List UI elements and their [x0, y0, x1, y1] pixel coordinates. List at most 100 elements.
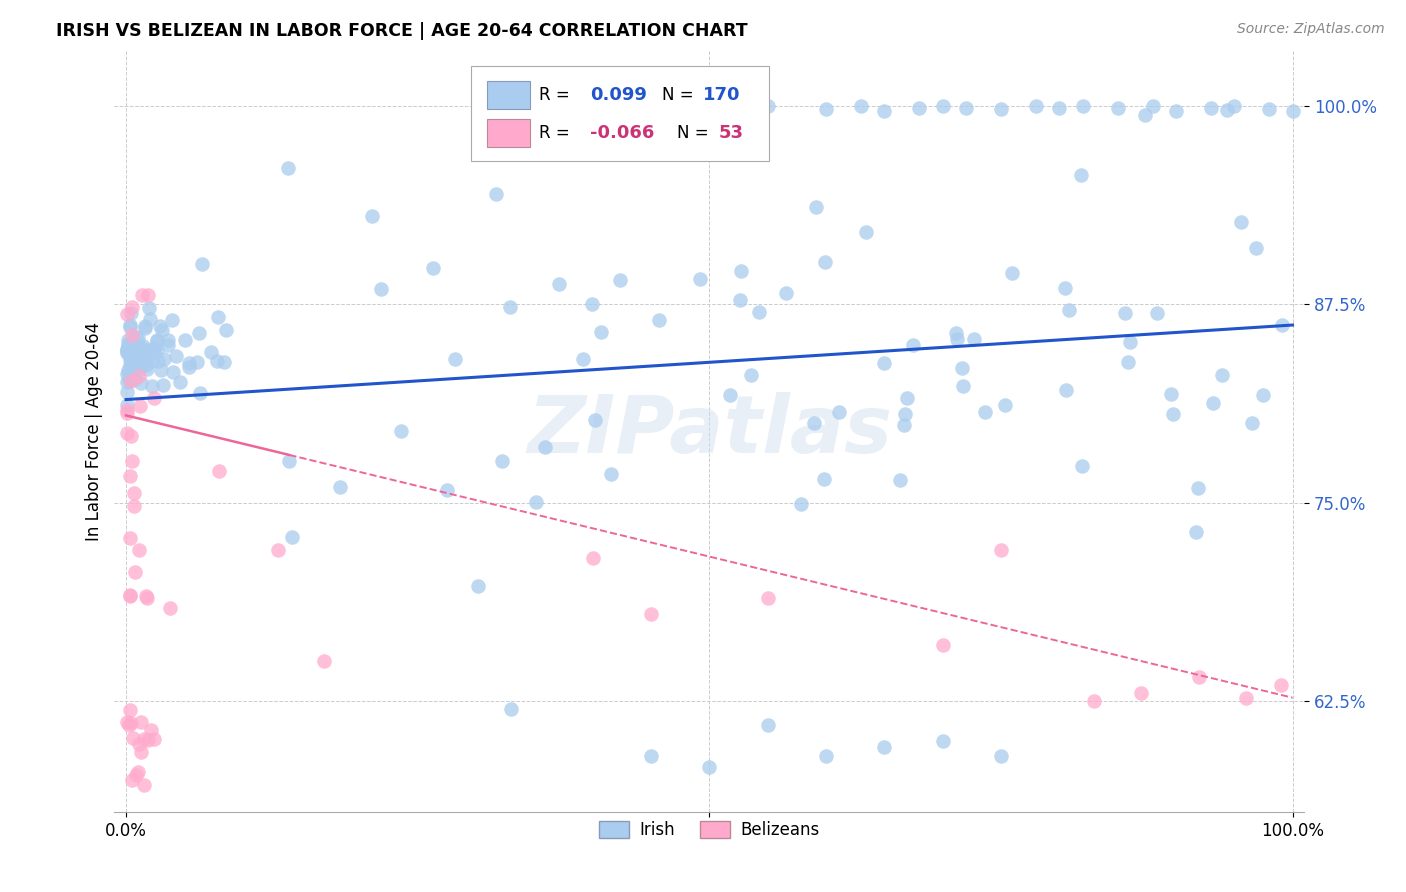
- Point: [122, 368, 145, 383]
- Point: [640, 749, 662, 764]
- Point: [534, 440, 557, 454]
- Point: [990, 103, 1012, 117]
- Point: [484, 186, 506, 201]
- Point: [1025, 99, 1047, 113]
- Point: [121, 731, 143, 746]
- Point: [136, 733, 159, 747]
- Point: [1281, 103, 1303, 118]
- Point: [370, 282, 392, 296]
- Point: [131, 349, 153, 363]
- Point: [122, 361, 145, 376]
- Point: [139, 312, 162, 326]
- Point: [804, 200, 827, 214]
- Point: [1118, 334, 1140, 349]
- Text: -0.066: -0.066: [591, 124, 655, 142]
- Point: [138, 301, 160, 316]
- Point: [132, 778, 155, 792]
- Point: [120, 342, 142, 356]
- Point: [1161, 408, 1184, 422]
- Point: [1164, 103, 1187, 118]
- Point: [121, 300, 143, 314]
- Point: [152, 377, 174, 392]
- Point: [120, 703, 142, 717]
- Point: [146, 343, 169, 358]
- Point: [115, 425, 138, 440]
- Point: [1230, 215, 1253, 229]
- Text: 170: 170: [703, 86, 741, 103]
- Point: [141, 354, 163, 368]
- Point: [121, 327, 143, 342]
- Point: [159, 600, 181, 615]
- Point: [1187, 481, 1209, 495]
- Point: [150, 323, 173, 337]
- Point: [443, 352, 465, 367]
- Text: ZIPatlas: ZIPatlas: [527, 392, 891, 470]
- Point: [131, 288, 153, 302]
- Point: [117, 363, 139, 377]
- Point: [118, 588, 141, 602]
- Point: [190, 257, 212, 271]
- Point: [849, 99, 872, 113]
- Point: [135, 348, 157, 362]
- Point: [491, 454, 513, 468]
- Point: [931, 99, 953, 113]
- Point: [162, 366, 184, 380]
- Point: [120, 306, 142, 320]
- Point: [1142, 99, 1164, 113]
- Point: [208, 464, 231, 478]
- Point: [422, 260, 444, 275]
- Point: [730, 264, 752, 278]
- Point: [1054, 280, 1077, 294]
- Point: [128, 339, 150, 353]
- Point: [122, 351, 145, 366]
- Point: [600, 467, 623, 482]
- Point: [115, 308, 138, 322]
- Text: 53: 53: [718, 124, 744, 142]
- Point: [329, 480, 352, 494]
- Point: [1211, 368, 1233, 382]
- Point: [121, 773, 143, 788]
- Point: [361, 209, 384, 223]
- Point: [117, 337, 139, 351]
- Point: [803, 416, 825, 430]
- Point: [1241, 416, 1264, 430]
- Point: [122, 363, 145, 377]
- Point: [648, 312, 671, 326]
- Point: [1070, 168, 1092, 182]
- Point: [200, 345, 222, 359]
- Point: [131, 358, 153, 372]
- Point: [946, 332, 969, 346]
- Point: [1057, 303, 1080, 318]
- Point: [1071, 458, 1094, 473]
- Text: R =: R =: [538, 124, 569, 142]
- Point: [962, 332, 984, 346]
- Point: [689, 272, 711, 286]
- Point: [134, 343, 156, 357]
- Point: [127, 344, 149, 359]
- Point: [931, 639, 953, 653]
- Point: [122, 486, 145, 500]
- Point: [950, 360, 973, 375]
- Point: [207, 310, 229, 324]
- Point: [814, 103, 837, 117]
- Point: [129, 714, 152, 729]
- Point: [121, 358, 143, 372]
- Point: [118, 589, 141, 603]
- Point: [277, 161, 299, 176]
- Text: 0.099: 0.099: [591, 86, 647, 103]
- Point: [120, 356, 142, 370]
- Point: [571, 351, 593, 366]
- Point: [143, 732, 166, 747]
- Text: R =: R =: [538, 86, 569, 103]
- Point: [166, 349, 188, 363]
- Point: [775, 285, 797, 300]
- Text: IRISH VS BELIZEAN IN LABOR FORCE | AGE 20-64 CORRELATION CHART: IRISH VS BELIZEAN IN LABOR FORCE | AGE 2…: [56, 22, 748, 40]
- Point: [1223, 99, 1246, 113]
- Point: [945, 326, 967, 340]
- Point: [990, 543, 1012, 558]
- Point: [160, 312, 183, 326]
- Point: [581, 297, 603, 311]
- Point: [120, 370, 142, 384]
- Point: [436, 483, 458, 497]
- Point: [139, 723, 162, 738]
